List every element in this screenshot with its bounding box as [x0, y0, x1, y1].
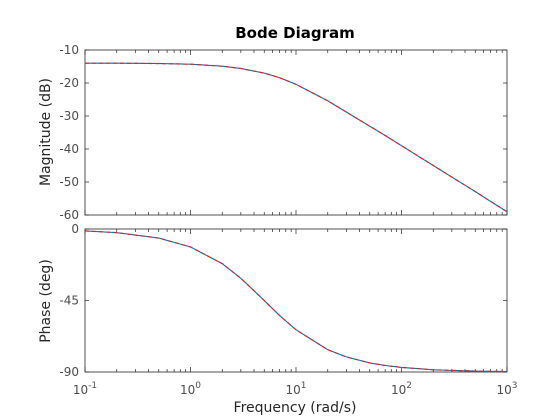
- phase-axis-label: Phase (deg): [38, 259, 54, 343]
- magnitude-series-line-1: [85, 62, 508, 213]
- magnitude-ytick-label: -20: [59, 76, 79, 90]
- frequency-tick-label: 102: [391, 381, 412, 397]
- magnitude-ytick-label: -10: [59, 43, 79, 57]
- magnitude-axis-label: Magnitude (dB): [38, 78, 54, 186]
- phase-ytick-label: -90: [59, 365, 79, 379]
- frequency-tick-label: 10-1: [73, 381, 97, 397]
- phase-series-line-1: [84, 230, 508, 373]
- magnitude-ytick-label: -30: [59, 109, 79, 123]
- frequency-tick-label: 100: [180, 381, 201, 397]
- frequency-tick-labels: 10-1 100 101 102 103: [73, 381, 518, 397]
- phase-panel: 0 -45 -90 Phase (deg): [38, 222, 508, 379]
- frequency-axis-label: Frequency (rad/s): [234, 400, 357, 416]
- magnitude-y-ticks: -10 -20 -30 -40 -50 -60: [59, 43, 507, 222]
- phase-axes-frame: [84, 228, 508, 373]
- magnitude-ytick-label: -40: [59, 142, 79, 156]
- phase-ytick-label: 0: [71, 222, 79, 236]
- phase-y-ticks: 0 -45 -90: [59, 222, 507, 379]
- phase-x-tickmarks: [84, 229, 508, 372]
- magnitude-axes-frame: [84, 49, 508, 216]
- magnitude-series: [85, 62, 508, 213]
- phase-series: [84, 230, 508, 373]
- chart-title: Bode Diagram: [235, 24, 354, 42]
- magnitude-panel: -10 -20 -30 -40 -50 -60 Magnitude (dB): [38, 43, 508, 222]
- magnitude-x-tickmarks: [84, 50, 508, 215]
- phase-ytick-label: -45: [59, 294, 79, 308]
- frequency-tick-label: 101: [285, 381, 306, 397]
- magnitude-ytick-label: -50: [59, 175, 79, 189]
- magnitude-ytick-label: -60: [59, 208, 79, 222]
- frequency-tick-label: 103: [496, 381, 517, 397]
